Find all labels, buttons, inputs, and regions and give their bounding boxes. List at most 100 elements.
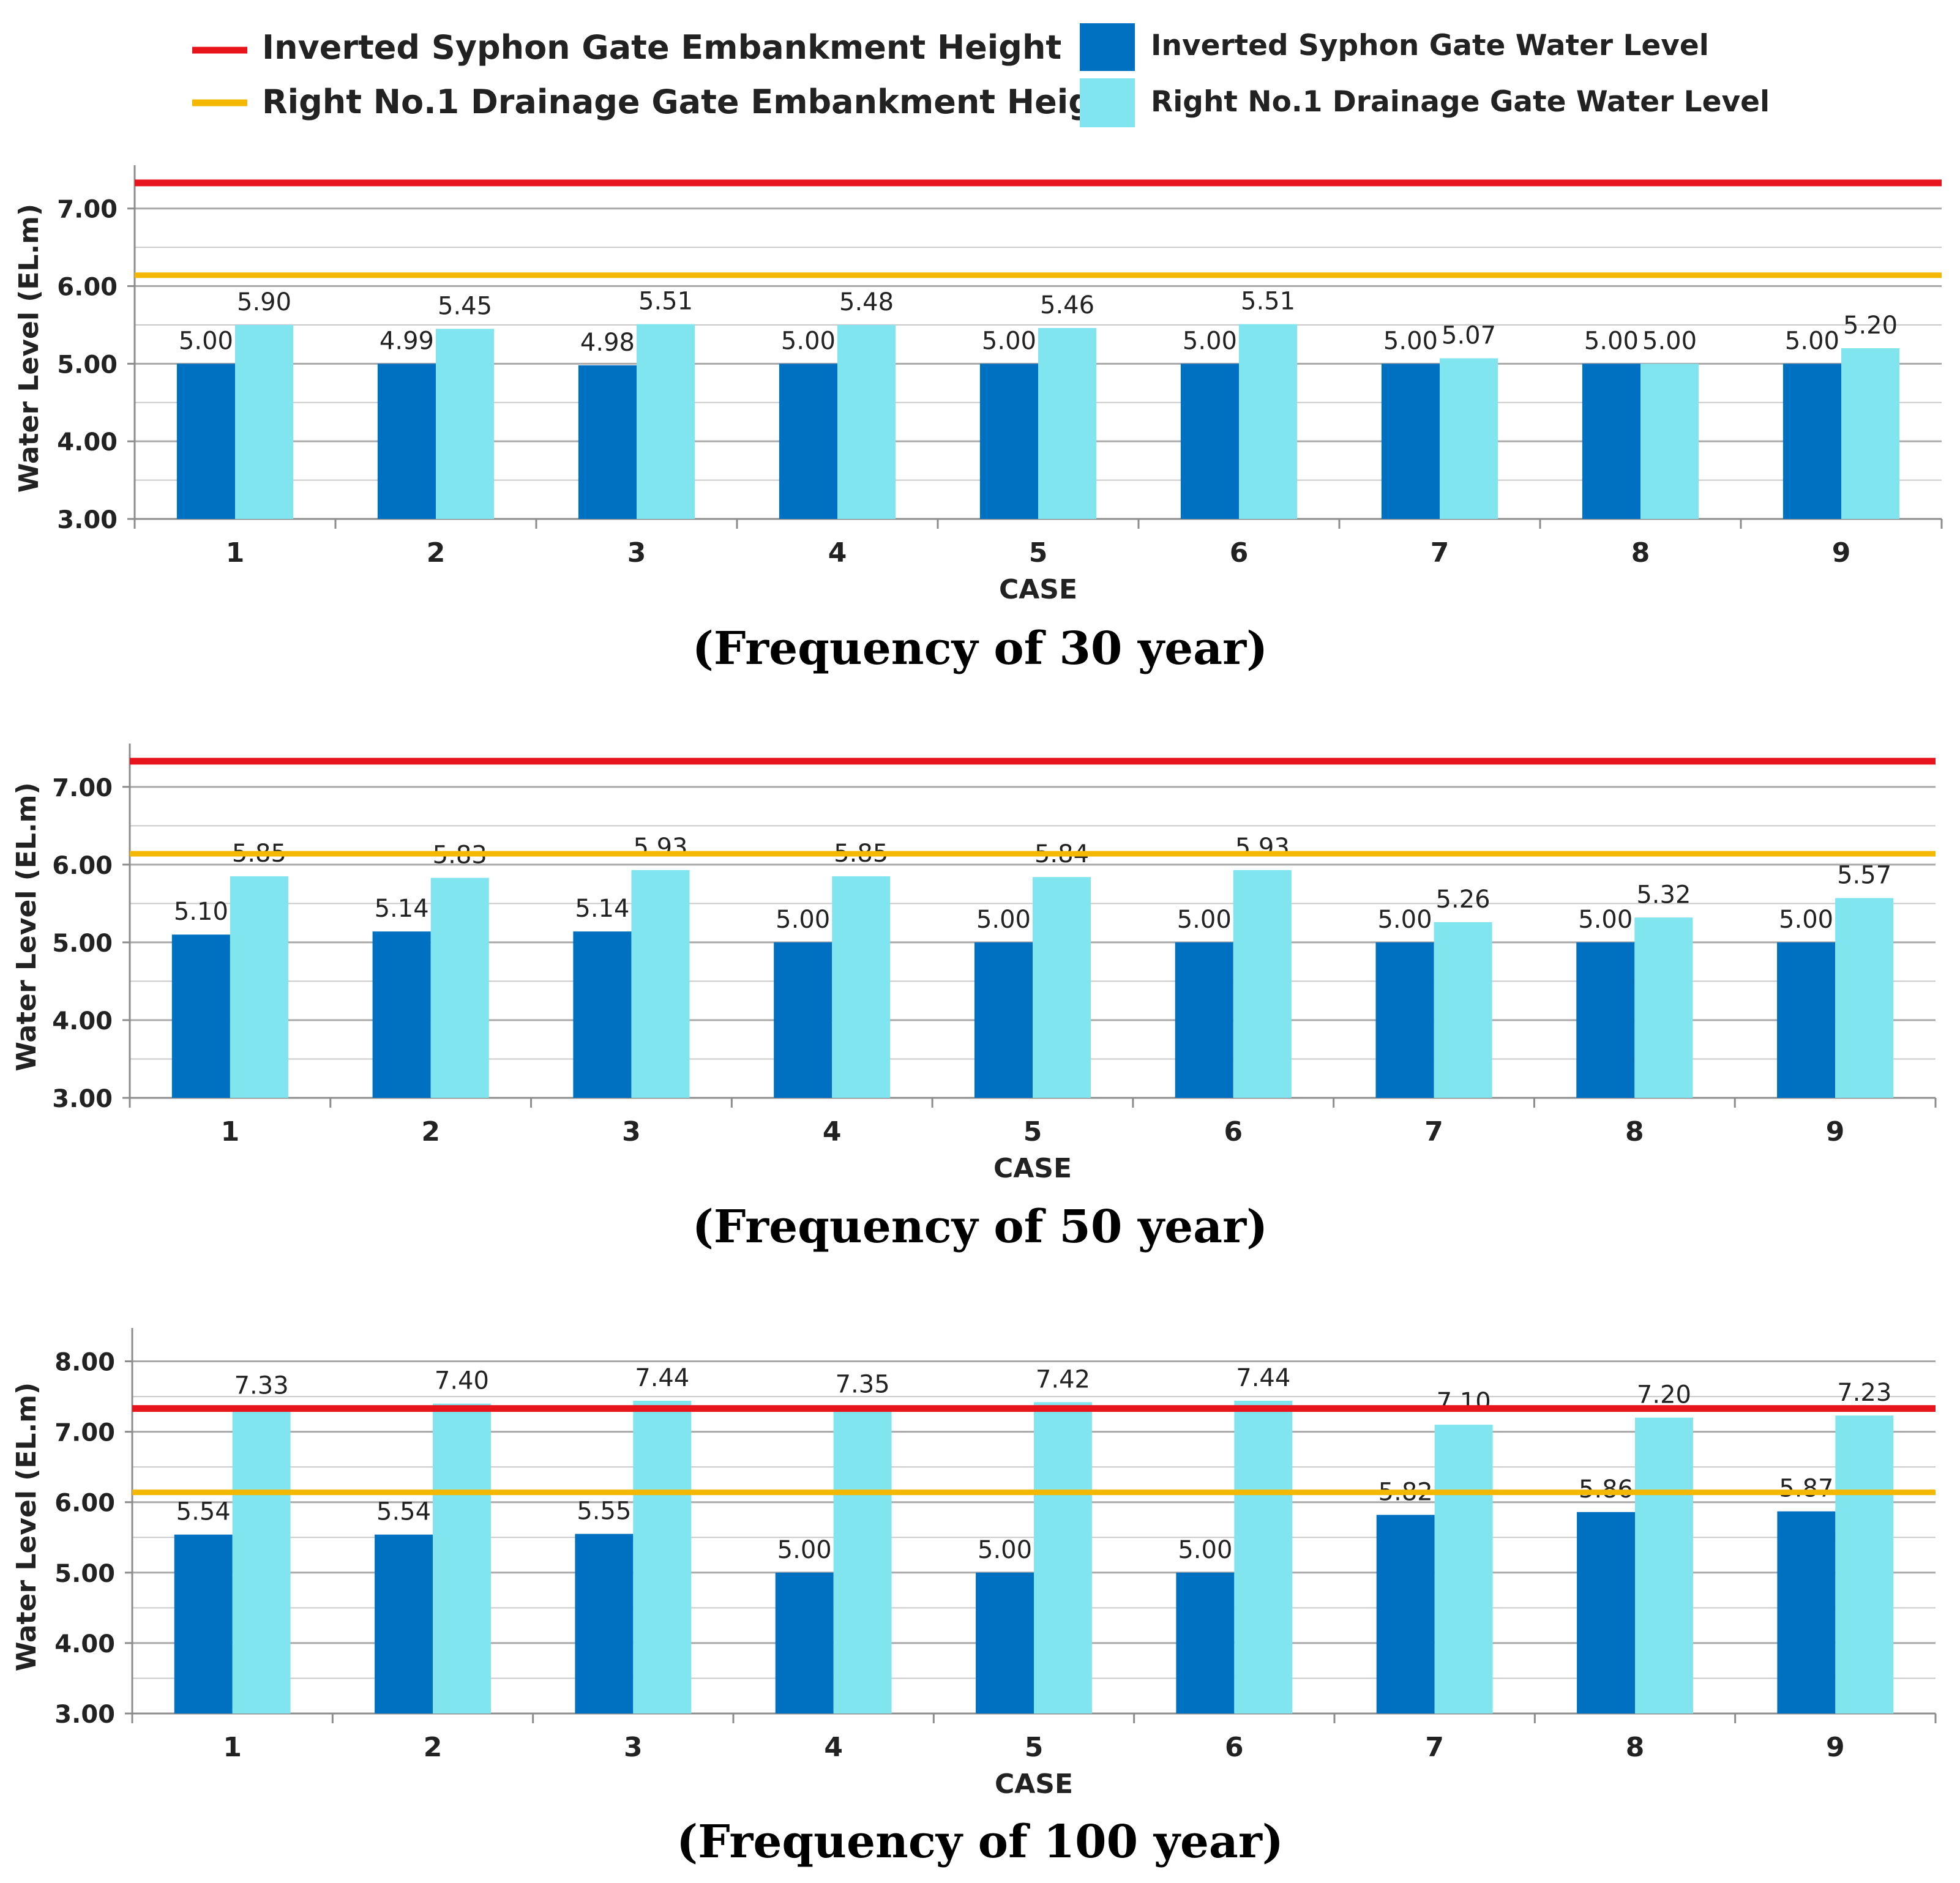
x-tick-label: 5 xyxy=(1029,537,1048,569)
y-tick-label: 8.00 xyxy=(54,1349,115,1377)
chart-caption: (Frequency of 50 year) xyxy=(692,1201,1268,1253)
data-label: 5.10 xyxy=(174,898,228,926)
y-tick-label: 6.00 xyxy=(52,852,113,880)
data-label: 5.00 xyxy=(1383,327,1438,355)
data-label: 7.44 xyxy=(635,1364,689,1392)
chart-panel-1: 3.004.005.006.007.005.005.9014.995.4524.… xyxy=(13,165,1943,675)
bar-syphon-water-level xyxy=(1381,364,1440,519)
legend-item-drainage-water-level: Right No.1 Drainage Gate Water Level xyxy=(1080,78,1770,127)
data-label: 5.00 xyxy=(1183,327,1237,355)
bar-syphon-water-level xyxy=(578,365,637,519)
x-tick-label: 1 xyxy=(223,1732,242,1763)
x-tick-label: 4 xyxy=(824,1732,843,1763)
y-tick-label: 5.00 xyxy=(52,930,113,958)
y-tick-label: 3.00 xyxy=(54,1701,115,1729)
y-tick-label: 6.00 xyxy=(54,1490,115,1518)
legend-item-syphon-water-level: Inverted Syphon Gate Water Level xyxy=(1080,23,1709,71)
legend-item-syphon-embankment: Inverted Syphon Gate Embankment Height xyxy=(192,28,1061,67)
bar-syphon-water-level xyxy=(976,1572,1034,1713)
bar-syphon-water-level xyxy=(1777,1511,1836,1713)
data-label: 7.33 xyxy=(234,1372,289,1400)
data-label: 7.20 xyxy=(1637,1381,1691,1409)
y-tick-label: 3.00 xyxy=(52,1085,113,1113)
data-label: 5.00 xyxy=(1177,906,1232,934)
data-label: 5.45 xyxy=(438,292,492,320)
x-tick-label: 9 xyxy=(1826,1732,1845,1763)
data-label: 5.00 xyxy=(1178,1536,1232,1564)
chart-caption: (Frequency of 30 year) xyxy=(692,622,1268,675)
bar-drainage-water-level xyxy=(230,876,288,1098)
x-tick-label: 2 xyxy=(421,1116,440,1147)
data-label: 7.35 xyxy=(836,1370,890,1398)
y-tick-label: 7.00 xyxy=(57,196,118,224)
data-label: 5.51 xyxy=(638,288,693,316)
bar-drainage-water-level xyxy=(232,1408,291,1713)
bar-drainage-water-level xyxy=(1640,364,1699,519)
x-tick-label: 1 xyxy=(221,1116,240,1147)
legend-label: Right No.1 Drainage Gate Water Level xyxy=(1151,85,1770,119)
x-tick-label: 3 xyxy=(624,1732,643,1763)
data-label: 7.23 xyxy=(1837,1379,1891,1407)
bar-syphon-water-level xyxy=(1777,942,1836,1098)
y-axis-title: Water Level (EL.m) xyxy=(13,204,45,493)
legend-swatch-cyan-bar xyxy=(1080,78,1135,127)
bar-drainage-water-level xyxy=(1434,922,1492,1098)
bar-drainage-water-level xyxy=(433,1403,491,1713)
bar-drainage-water-level xyxy=(1835,1415,1894,1713)
x-axis-title: CASE xyxy=(993,1153,1072,1184)
x-tick-label: 4 xyxy=(828,537,847,569)
x-tick-label: 6 xyxy=(1225,1732,1244,1763)
data-label: 5.00 xyxy=(978,1536,1032,1564)
data-label: 5.00 xyxy=(1785,327,1839,355)
bar-drainage-water-level xyxy=(1038,328,1097,519)
bar-drainage-water-level xyxy=(1234,1400,1293,1713)
x-tick-label: 5 xyxy=(1025,1732,1044,1763)
bar-drainage-water-level xyxy=(436,329,495,519)
bar-syphon-water-level xyxy=(1576,942,1635,1098)
x-tick-label: 6 xyxy=(1224,1116,1243,1147)
data-label: 5.00 xyxy=(777,1536,832,1564)
data-label: 5.46 xyxy=(1040,291,1094,319)
bar-syphon-water-level xyxy=(176,364,235,519)
chart-panel-2: 3.004.005.006.007.005.105.8515.145.8325.… xyxy=(11,744,1937,1253)
x-tick-label: 9 xyxy=(1826,1116,1845,1147)
data-label: 5.00 xyxy=(1642,327,1697,355)
y-axis-title: Water Level (EL.m) xyxy=(11,1382,42,1671)
bar-syphon-water-level xyxy=(1176,1572,1235,1713)
bar-syphon-water-level xyxy=(575,1534,634,1713)
data-label: 5.93 xyxy=(1235,833,1290,862)
bar-syphon-water-level xyxy=(375,1534,433,1713)
bar-drainage-water-level xyxy=(430,878,489,1098)
data-label: 5.00 xyxy=(781,327,836,355)
legend-label: Right No.1 Drainage Gate Embankment Heig… xyxy=(262,83,1131,121)
data-label: 5.32 xyxy=(1636,881,1691,909)
bar-syphon-water-level xyxy=(774,942,832,1098)
data-label: 5.00 xyxy=(1377,906,1432,934)
bar-drainage-water-level xyxy=(833,1407,892,1713)
data-label: 5.00 xyxy=(1584,327,1639,355)
bar-drainage-water-level xyxy=(1634,917,1693,1098)
data-label: 5.00 xyxy=(179,327,233,355)
data-label: 5.90 xyxy=(237,288,291,316)
bar-drainage-water-level xyxy=(1233,870,1292,1098)
data-label: 5.00 xyxy=(976,906,1031,934)
chart-caption: (Frequency of 100 year) xyxy=(676,1816,1284,1868)
data-label: 7.10 xyxy=(1437,1388,1491,1416)
x-tick-label: 7 xyxy=(1424,1116,1443,1147)
x-tick-label: 5 xyxy=(1023,1116,1042,1147)
x-tick-label: 9 xyxy=(1832,537,1851,569)
bar-syphon-water-level xyxy=(1577,1512,1635,1713)
data-label: 5.54 xyxy=(376,1498,431,1526)
legend-label: Inverted Syphon Gate Embankment Height xyxy=(262,28,1061,67)
data-label: 5.00 xyxy=(982,327,1036,355)
bar-syphon-water-level xyxy=(775,1572,834,1713)
y-tick-label: 5.00 xyxy=(57,351,118,379)
y-axis-title: Water Level (EL.m) xyxy=(11,782,42,1071)
bar-syphon-water-level xyxy=(979,364,1038,519)
data-label: 5.14 xyxy=(375,895,429,923)
data-label: 7.44 xyxy=(1236,1364,1290,1392)
bar-syphon-water-level xyxy=(779,364,837,519)
bar-syphon-water-level xyxy=(1175,942,1233,1098)
data-label: 4.99 xyxy=(380,327,434,355)
bar-drainage-water-level xyxy=(1440,358,1498,519)
